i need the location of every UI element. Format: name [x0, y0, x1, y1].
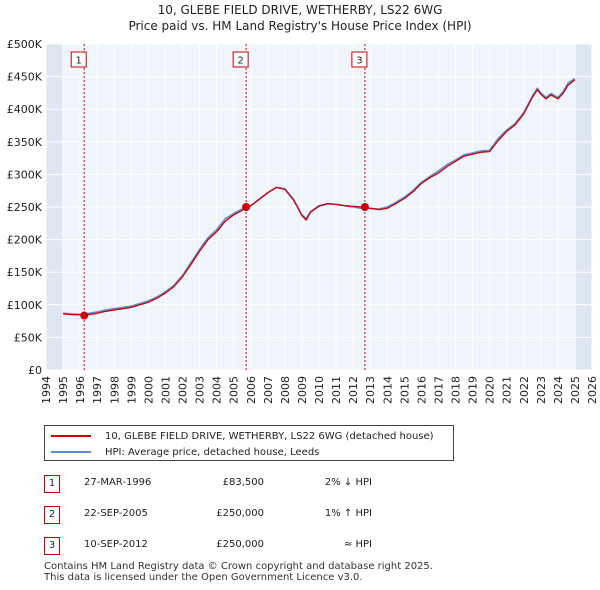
transaction-number-badge: 1: [44, 475, 60, 493]
y-tick-label: £100K: [7, 299, 43, 312]
x-tick-label: 2024: [552, 376, 565, 404]
x-tick-label: 2014: [381, 376, 394, 404]
x-tick-label: 2002: [177, 376, 190, 404]
chart-legend: 10, GLEBE FIELD DRIVE, WETHERBY, LS22 6W…: [44, 425, 454, 461]
x-tick-label: 1999: [125, 376, 138, 404]
transaction-badge: [232, 51, 249, 68]
transaction-hpi-relation: 1% ↑ HPI: [324, 508, 372, 519]
footer-licence: This data is licensed under the Open Gov…: [44, 572, 363, 583]
transaction-date: 27-MAR-1996: [84, 477, 152, 488]
transaction-number-badge: 2: [44, 506, 60, 524]
x-tick-label: 2026: [586, 376, 599, 404]
transaction-row: 2 22-SEP-2005 £250,000 1% ↑ HPI: [44, 506, 464, 526]
transaction-point: [242, 203, 251, 211]
transaction-number-badge: 3: [44, 537, 60, 555]
x-tick-label: 2018: [450, 376, 463, 404]
y-tick-label: £300K: [7, 168, 43, 181]
y-tick-label: £250K: [7, 201, 43, 214]
x-tick-label: 2001: [159, 376, 172, 404]
transaction-badge-label: 1: [76, 56, 82, 67]
y-tick-label: £50K: [14, 331, 43, 344]
transaction-price: £83,500: [222, 477, 264, 488]
transaction-point: [360, 203, 369, 211]
footer-copyright: Contains HM Land Registry data © Crown c…: [44, 561, 433, 572]
x-tick-label: 2000: [142, 376, 155, 404]
x-tick-label: 1995: [57, 376, 70, 404]
transaction-date: 22-SEP-2005: [84, 508, 148, 519]
transaction-badge: [70, 51, 87, 68]
transaction-date: 10-SEP-2012: [84, 539, 148, 550]
price-chart: £0 £50K £100K £150K £200K £250K £300K £350K £400…: [7, 38, 599, 404]
legend-swatch-hpi: [51, 451, 91, 453]
x-tick-label: 1997: [91, 376, 104, 404]
transaction-badge-label: 2: [237, 56, 243, 67]
property-series-line: [63, 79, 576, 317]
y-tick-label: £200K: [7, 234, 43, 247]
x-tick-label: 2021: [501, 376, 514, 404]
x-tick-label: 2019: [467, 376, 480, 404]
y-tick-label: £150K: [7, 266, 43, 279]
x-tick-label: 2025: [569, 376, 582, 404]
transaction-point: [80, 311, 89, 320]
x-tick-label: 2009: [296, 376, 309, 404]
x-tick-label: 2013: [364, 376, 377, 404]
x-tick-label: 2003: [194, 376, 207, 404]
x-tick-label: 2004: [211, 376, 224, 404]
transaction-hpi-relation: 2% ↓ HPI: [324, 477, 372, 488]
y-tick-label: £450K: [7, 71, 43, 84]
x-tick-label: 2022: [518, 376, 531, 404]
footer-attribution: Contains HM Land Registry data © Crown c…: [44, 561, 433, 583]
transaction-row: 1 27-MAR-1996 £83,500 2% ↓ HPI: [44, 475, 464, 495]
x-tick-label: 2007: [262, 376, 275, 404]
legend-label-hpi: HPI: Average price, detached house, Leed…: [105, 446, 320, 458]
y-tick-label: £0: [28, 364, 42, 377]
legend-label-property: 10, GLEBE FIELD DRIVE, WETHERBY, LS22 6W…: [105, 430, 434, 442]
transaction-price: £250,000: [216, 539, 264, 550]
transaction-badge-label: 3: [356, 56, 362, 67]
y-tick-label: £350K: [7, 136, 43, 149]
legend-swatch-property: [51, 435, 91, 437]
x-tick-label: 1994: [40, 376, 53, 404]
y-tick-label: £400K: [7, 103, 43, 116]
x-tick-label: 2011: [330, 376, 343, 404]
transaction-price: £250,000: [216, 508, 264, 519]
x-tick-label: 2010: [313, 376, 326, 404]
x-tick-label: 2005: [228, 376, 241, 404]
chart-title-line1: 10, GLEBE FIELD DRIVE, WETHERBY, LS22 6W…: [157, 3, 443, 17]
chart-title-line2: Price paid vs. HM Land Registry's House …: [128, 19, 472, 33]
x-tick-label: 1996: [74, 376, 87, 404]
legend-item-hpi: HPI: Average price, detached house, Leed…: [51, 444, 319, 460]
legend-item-property: 10, GLEBE FIELD DRIVE, WETHERBY, LS22 6W…: [51, 428, 434, 444]
x-tick-label: 1998: [108, 376, 121, 404]
transaction-badge: [351, 51, 368, 68]
x-tick-label: 2016: [415, 376, 428, 404]
x-tick-label: 2017: [432, 376, 445, 404]
x-tick-label: 2023: [535, 376, 548, 404]
x-tick-label: 2020: [484, 376, 497, 404]
x-tick-label: 2008: [279, 376, 292, 404]
y-tick-label: £500K: [7, 38, 43, 51]
x-tick-label: 2006: [245, 376, 258, 404]
x-tick-label: 2015: [398, 376, 411, 404]
transaction-row: 3 10-SEP-2012 £250,000 ≈ HPI: [44, 537, 464, 557]
x-tick-label: 2012: [347, 376, 360, 404]
transaction-hpi-relation: ≈ HPI: [343, 539, 372, 550]
